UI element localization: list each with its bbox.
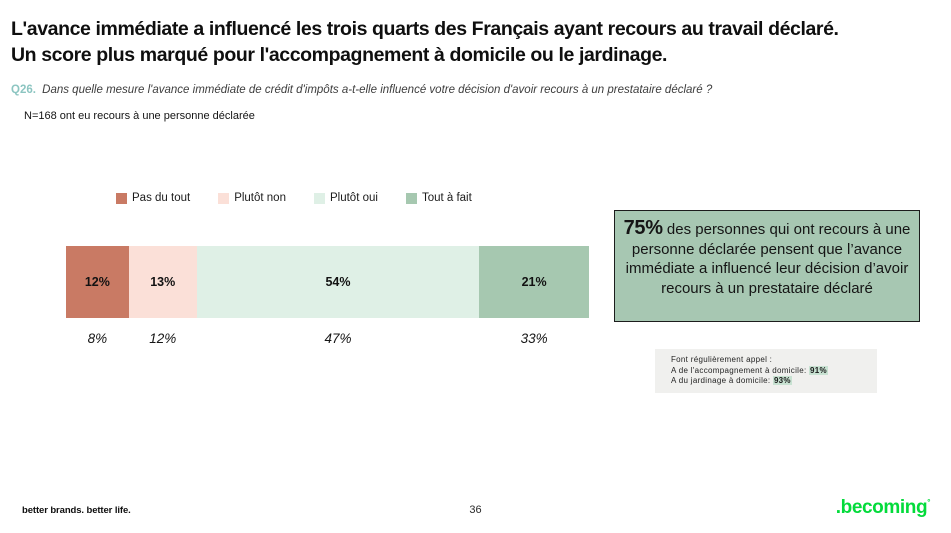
bar-segment-2: 54% [196, 246, 480, 318]
page-title: L'avance immédiate a influencé les trois… [11, 16, 946, 68]
note-line-2: A du jardinage à domicile: 93% [671, 376, 871, 387]
question-line: Q26. Dans quelle mesure l'avance immédia… [11, 84, 941, 96]
legend-label: Plutôt non [234, 192, 286, 204]
secondary-value-2: 47% [324, 331, 352, 346]
logo-degree-mark: ° [927, 498, 930, 507]
stacked-bar: 12% 13% 54% 21% [66, 246, 589, 318]
legend-label: Pas du tout [132, 192, 191, 204]
note-value-2: 93% [772, 376, 792, 385]
insight-stat: 75% [623, 217, 663, 239]
secondary-value-3: 33% [520, 331, 548, 346]
note-box: Font régulièrement appel : A de l'accomp… [655, 349, 877, 393]
sample-size-note: N=168 ont eu recours à une personne décl… [24, 110, 255, 122]
legend-swatch-icon [405, 192, 417, 204]
note-line-1: A de l'accompagnement à domicile: 91% [671, 365, 871, 377]
legend-item-1: Plutôt non [218, 192, 286, 204]
legend-swatch-icon [313, 192, 325, 204]
bar-segment-1: 13% [128, 246, 197, 318]
title-line-2: Un score plus marqué pour l'accompagneme… [11, 44, 668, 66]
bar-segment-0: 12% [66, 246, 129, 318]
becoming-logo: .becoming° [835, 497, 931, 519]
title-line-1: L'avance immédiate a influencé les trois… [11, 18, 839, 40]
legend-swatch-icon [116, 192, 127, 204]
note-label-1: A de l'accompagnement à domicile: [671, 365, 810, 375]
question-text: Dans quelle mesure l'avance immédiate de… [42, 84, 713, 96]
legend-item-2: Plutôt oui [313, 192, 378, 204]
legend-item-0: Pas du tout [116, 192, 190, 204]
note-value-1: 91% [809, 365, 828, 375]
secondary-value-0: 8% [87, 331, 108, 346]
page-number: 36 [469, 504, 482, 516]
chart-legend: Pas du tout Plutôt non Plutôt oui Tout à fa… [116, 192, 472, 204]
legend-swatch-icon [218, 192, 230, 204]
legend-label: Tout à fait [421, 192, 472, 204]
note-title: Font régulièrement appel : [671, 355, 773, 364]
secondary-value-1: 12% [149, 331, 177, 346]
logo-text: .becoming [835, 497, 928, 518]
note-label-2: A du jardinage à domicile: [671, 376, 773, 385]
legend-label: Plutôt oui [329, 192, 378, 204]
secondary-values-row: 8% 12% 47% 33% [66, 331, 589, 346]
insight-text: des personnes qui ont recours à une pers… [625, 221, 911, 297]
footer-tagline: better brands. better life. [22, 505, 131, 516]
question-number: Q26. [11, 84, 36, 96]
legend-item-3: Tout à fait [405, 192, 472, 204]
bar-segment-3: 21% [479, 246, 589, 318]
insight-box: 75% des personnes qui ont recours à une … [614, 210, 920, 322]
